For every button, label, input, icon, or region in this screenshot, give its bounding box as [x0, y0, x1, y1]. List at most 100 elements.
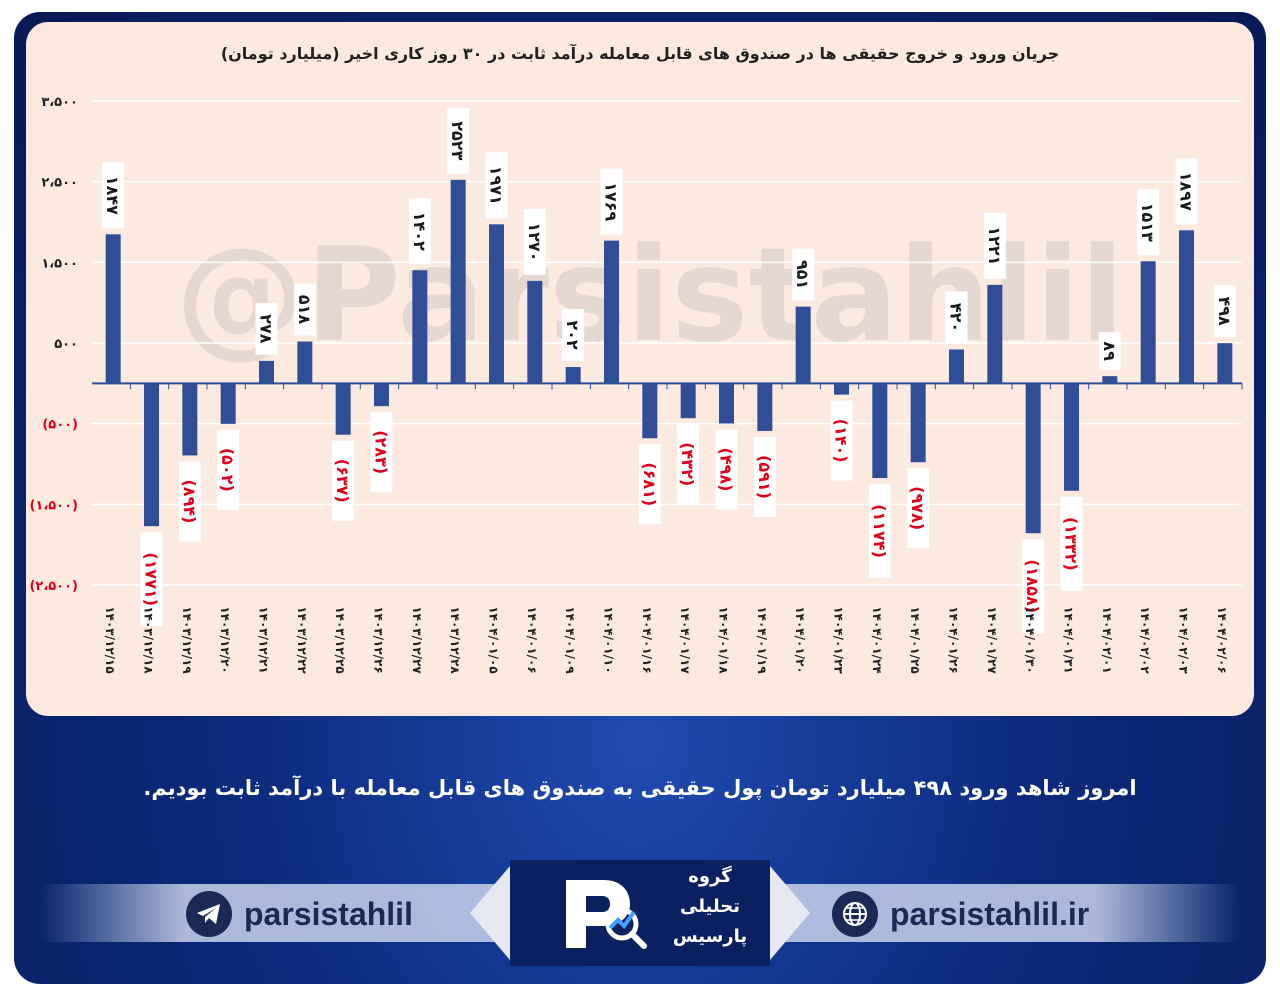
data-label-text: ۹۵۱	[793, 260, 812, 289]
x-tick-label-text: ۱۴۰۳/۱۲/۱۵	[103, 606, 117, 673]
data-label: ۱۸۴۷	[102, 162, 125, 229]
bar	[412, 270, 428, 384]
x-tick-label-text: ۱۴۰۴/۰۱/۰۵	[487, 606, 501, 673]
bar	[489, 224, 504, 384]
x-tick-label: ۱۴۰۴/۰۲/۰۲	[1138, 606, 1152, 674]
data-label-box	[1022, 539, 1045, 634]
data-label: ۱۵۱۳	[1137, 189, 1160, 256]
bar	[450, 179, 466, 384]
summary-text: امروز شاهد ورود ۴۹۸ میلیارد تومان پول حق…	[143, 776, 1137, 800]
x-tick-label: ۱۴۰۴/۰۱/۰۵	[487, 606, 501, 673]
bar	[297, 341, 313, 384]
x-tick-label-text: ۱۴۰۴/۰۱/۱۸	[717, 606, 731, 674]
bar	[182, 383, 198, 456]
y-tick-label: (۲،۵۰۰)	[29, 579, 78, 594]
bar	[335, 383, 351, 435]
data-label-box	[945, 291, 968, 344]
chart-panel	[26, 22, 1254, 716]
data-label: ۴۲۰	[945, 291, 968, 344]
website-link[interactable]: parsistahlil.ir	[832, 888, 1089, 940]
data-label: ۱۴۰۲	[408, 198, 431, 265]
data-label-box	[370, 412, 393, 493]
bar-chart: @Parsistahlil ۳،۵۰۰ ۲،۵۰۰ ۱،۵۰۰ ۵۰۰ (۵۰۰) (۱،…	[29, 95, 1243, 674]
y-tick-label: (۵۰۰)	[42, 418, 78, 433]
data-label-text: ۵۱۸	[295, 295, 314, 325]
data-label-text: (۶۸۱)	[640, 462, 659, 506]
data-label-box	[638, 444, 661, 525]
telegram-icon	[186, 891, 232, 937]
data-label: (۲۸۳)	[370, 412, 393, 493]
data-label: (۶۸۱)	[638, 444, 661, 525]
x-tick-label-text: ۱۴۰۳/۱۲/۲۷	[410, 606, 424, 674]
x-tick-label-text: ۱۴۰۳/۱۲/۲۶	[372, 606, 386, 673]
data-label: (۵۹۱)	[753, 437, 776, 518]
data-label-text: ۱۹۷۱	[487, 166, 506, 205]
x-tick-label: ۱۴۰۳/۱۲/۱۵	[103, 606, 117, 673]
data-label: ۱۲۲۱	[983, 212, 1006, 279]
x-tick-label-text: ۱۴۰۳/۱۲/۱۸	[142, 606, 156, 674]
x-tick-label: ۱۴۰۴/۰۱/۰۶	[525, 606, 539, 673]
data-label: (۸۹۴)	[178, 461, 201, 542]
data-label-box	[907, 468, 930, 549]
globe-icon	[832, 891, 878, 937]
x-tick-label: ۱۴۰۴/۰۲/۰۳	[1177, 606, 1191, 674]
x-tick-label: ۱۴۰۳/۱۲/۲۱	[257, 606, 271, 673]
x-tick-label: ۱۴۰۴/۰۱/۱۰	[602, 606, 616, 673]
x-tick-label-text: ۱۴۰۴/۰۲/۰۲	[1138, 606, 1152, 674]
x-tick-label-text: ۱۴۰۴/۰۲/۰۳	[1177, 606, 1191, 674]
telegram-link[interactable]: parsistahlil	[186, 888, 413, 940]
x-tick-label: ۱۴۰۴/۰۱/۲۴	[870, 606, 884, 673]
data-label-text: (۲۸۳)	[372, 430, 391, 474]
x-tick-label-text: ۱۴۰۴/۰۱/۲۵	[908, 606, 922, 673]
bar	[527, 280, 543, 384]
y-tick-label: ۱،۵۰۰	[41, 256, 78, 271]
x-tick-label-text: ۱۴۰۴/۰۱/۲۰	[793, 606, 807, 673]
x-tick-label: ۱۴۰۴/۰۱/۱۶	[640, 606, 654, 673]
chevron-right-decoration	[770, 866, 810, 960]
logo-box	[510, 860, 770, 966]
x-tick-label: ۱۴۰۴/۰۱/۲۰	[793, 606, 807, 673]
x-tick-label: ۱۴۰۴/۰۱/۲۳	[832, 606, 846, 674]
data-label-box	[677, 424, 700, 505]
data-label-box	[1098, 332, 1121, 371]
data-label: ۲۵۲۳	[447, 107, 470, 174]
x-tick-label-text: ۱۴۰۳/۱۲/۲۸	[448, 606, 462, 674]
data-label: ۱۹۷۱	[485, 152, 508, 219]
y-tick-label: ۵۰۰	[54, 337, 78, 352]
x-tick-label-text: ۱۴۰۴/۰۱/۲۷	[985, 606, 999, 674]
bar	[757, 383, 773, 432]
x-tick-label: ۱۴۰۳/۱۲/۲۰	[218, 606, 232, 673]
parsis-logo-icon	[566, 880, 647, 949]
data-label: ۲۰۲	[562, 309, 585, 362]
x-tick-label: ۱۴۰۳/۱۲/۲۷	[410, 606, 424, 674]
bar	[680, 383, 696, 419]
x-tick-label-text: ۱۴۰۴/۰۱/۱۰	[602, 606, 616, 673]
bar	[565, 367, 581, 384]
logo-text: گروه تحلیلی پارسیس	[660, 862, 760, 952]
data-label: (۱۴۰)	[830, 400, 853, 481]
x-tick-label-text: ۱۴۰۴/۰۱/۰۹	[563, 606, 577, 674]
bar	[105, 234, 121, 384]
logo-line-1: گروه	[688, 866, 732, 887]
data-label-box	[1175, 158, 1198, 225]
data-label: (۱۷۷۱)	[140, 532, 163, 627]
x-tick-label: ۱۴۰۴/۰۲/۰۱	[1100, 606, 1114, 673]
data-label-text: (۵۰۲)	[218, 448, 237, 492]
bar	[834, 383, 849, 395]
x-tick-label-text: ۱۴۰۴/۰۱/۱۹	[755, 606, 769, 674]
x-tick-label: ۱۴۰۴/۰۱/۳۱	[1062, 606, 1076, 673]
y-tick-label: ۲،۵۰۰	[41, 176, 78, 191]
data-label-box	[332, 440, 355, 521]
data-label: (۴۹۸)	[715, 429, 738, 510]
x-tick-label-text: ۱۴۰۴/۰۱/۰۶	[525, 606, 539, 673]
x-tick-label-text: ۱۴۰۴/۰۱/۱۷	[678, 606, 692, 674]
data-label: ۸۹	[1098, 332, 1121, 371]
x-tick-label-text: ۱۴۰۴/۰۱/۳۱	[1062, 606, 1076, 673]
x-tick-label: ۱۴۰۴/۰۱/۲۵	[908, 606, 922, 673]
data-label-box	[715, 429, 738, 510]
x-tick-label: ۱۴۰۴/۰۱/۰۹	[563, 606, 577, 674]
bar	[1217, 343, 1233, 384]
data-label-text: ۱۷۶۹	[602, 182, 621, 221]
chevron-left-decoration	[470, 866, 510, 960]
data-label: ۱۲۷۰	[523, 208, 546, 275]
